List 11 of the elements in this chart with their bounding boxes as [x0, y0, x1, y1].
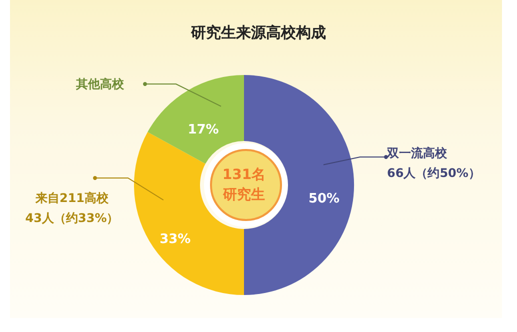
data-label: 17%: [188, 122, 219, 138]
text: 研究生: [222, 186, 265, 203]
text: 131名: [222, 167, 266, 183]
chart-title: 研究生来源高校构成: [190, 24, 326, 42]
slice-label: 来自211高校: [34, 191, 110, 205]
slice-label: 双一流高校: [386, 146, 448, 160]
data-label: 50%: [308, 192, 340, 206]
data-label: 33%: [160, 232, 191, 248]
text: 43人（约33%）: [25, 211, 119, 225]
slice-label: 其他高校: [75, 77, 125, 91]
text: 66人（约50%）: [387, 166, 480, 180]
